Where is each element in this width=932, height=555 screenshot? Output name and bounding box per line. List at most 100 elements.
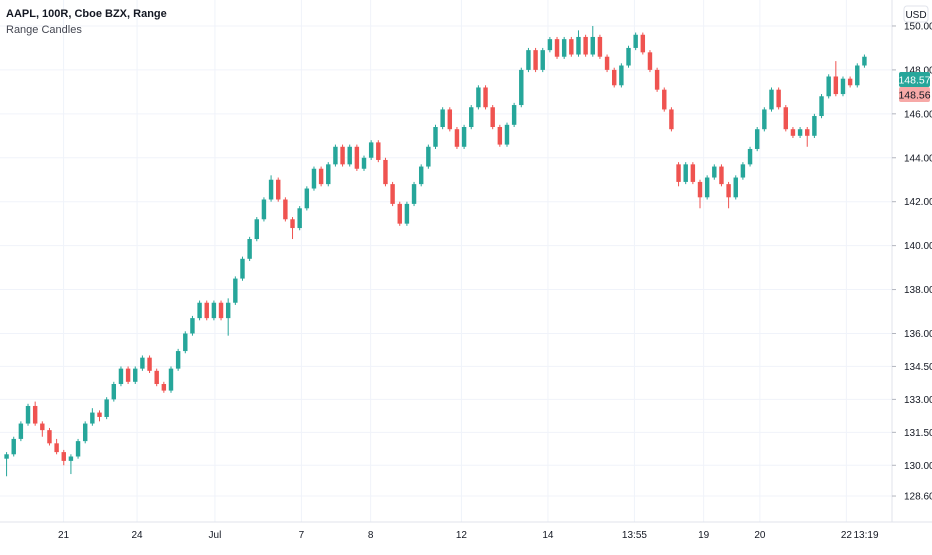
candle[interactable] (812, 113, 817, 138)
candle[interactable] (669, 107, 674, 132)
candle[interactable] (147, 355, 152, 374)
candle[interactable] (790, 127, 796, 138)
candle[interactable] (168, 366, 174, 393)
candle[interactable] (569, 36, 574, 57)
candle[interactable] (376, 140, 381, 163)
candle[interactable] (626, 45, 631, 68)
candle[interactable] (190, 315, 195, 336)
candle[interactable] (104, 397, 109, 420)
candle[interactable] (268, 175, 274, 202)
candle[interactable] (454, 127, 460, 149)
candle[interactable] (11, 436, 16, 457)
candle[interactable] (561, 36, 567, 59)
candle[interactable] (490, 105, 495, 130)
candle[interactable] (619, 63, 624, 88)
candle[interactable] (654, 67, 660, 92)
candle[interactable] (797, 127, 803, 138)
candle[interactable] (833, 61, 839, 97)
candle[interactable] (583, 34, 588, 57)
candle[interactable] (712, 164, 717, 180)
candle[interactable] (140, 355, 145, 371)
candle[interactable] (647, 50, 653, 73)
candle[interactable] (361, 155, 367, 171)
candle[interactable] (204, 300, 209, 321)
candle[interactable] (683, 162, 688, 185)
candle[interactable] (469, 105, 474, 130)
candle[interactable] (483, 85, 488, 110)
candle[interactable] (333, 144, 338, 167)
candle[interactable] (247, 236, 252, 261)
candle[interactable] (397, 201, 402, 226)
candle[interactable] (125, 366, 131, 385)
candle[interactable] (225, 298, 231, 336)
candle[interactable] (175, 348, 181, 371)
candle[interactable] (597, 34, 603, 59)
candle[interactable] (133, 366, 138, 385)
candle[interactable] (90, 408, 95, 426)
candle[interactable] (261, 197, 267, 222)
candle[interactable] (726, 181, 731, 209)
candle[interactable] (311, 166, 317, 191)
candle[interactable] (754, 127, 760, 152)
candle[interactable] (476, 85, 481, 110)
candle[interactable] (40, 421, 45, 437)
candle[interactable] (447, 107, 453, 132)
candle[interactable] (819, 94, 824, 119)
candle[interactable] (390, 181, 395, 207)
indicator-label[interactable]: Range Candles (6, 24, 82, 36)
candle[interactable] (4, 452, 9, 477)
candle[interactable] (855, 63, 860, 88)
candle[interactable] (297, 206, 302, 231)
candle[interactable] (461, 124, 467, 149)
candle[interactable] (847, 76, 853, 88)
candle[interactable] (211, 300, 217, 321)
candle[interactable] (612, 67, 617, 88)
candle[interactable] (326, 162, 331, 187)
candle[interactable] (68, 454, 74, 475)
candle[interactable] (697, 179, 703, 209)
candle[interactable] (368, 140, 374, 160)
candle[interactable] (340, 144, 345, 167)
candle[interactable] (254, 217, 259, 242)
candle[interactable] (519, 67, 524, 108)
candle[interactable] (862, 54, 867, 68)
candle[interactable] (662, 87, 667, 112)
candle[interactable] (426, 144, 431, 169)
candle[interactable] (604, 54, 610, 73)
candle[interactable] (526, 47, 531, 73)
candle[interactable] (576, 30, 581, 57)
candle[interactable] (240, 256, 245, 281)
candle[interactable] (283, 197, 288, 222)
candle[interactable] (404, 201, 410, 226)
candle[interactable] (197, 300, 202, 321)
candle[interactable] (418, 164, 424, 187)
currency-badge[interactable] (903, 5, 929, 23)
candle[interactable] (762, 107, 767, 132)
candle[interactable] (776, 87, 781, 110)
candle[interactable] (411, 181, 417, 207)
candle[interactable] (497, 124, 503, 147)
candle[interactable] (783, 105, 789, 132)
candle[interactable] (290, 217, 295, 240)
candle[interactable] (540, 47, 545, 73)
candle[interactable] (433, 124, 438, 149)
candle[interactable] (690, 162, 696, 185)
candle[interactable] (733, 175, 738, 200)
candle[interactable] (161, 381, 167, 393)
candle[interactable] (32, 401, 38, 426)
candle[interactable] (97, 410, 102, 422)
candle[interactable] (347, 144, 352, 167)
candle[interactable] (440, 107, 445, 130)
candle[interactable] (554, 36, 560, 59)
candle[interactable] (704, 175, 710, 200)
symbol-title[interactable]: AAPL, 100R, Cboe BZX, Range (6, 8, 167, 20)
candle[interactable] (640, 32, 646, 55)
candle[interactable] (18, 421, 24, 442)
candle[interactable] (118, 366, 124, 387)
candle[interactable] (633, 32, 638, 51)
candle[interactable] (840, 76, 846, 97)
candle[interactable] (47, 427, 52, 446)
candle[interactable] (54, 438, 59, 455)
